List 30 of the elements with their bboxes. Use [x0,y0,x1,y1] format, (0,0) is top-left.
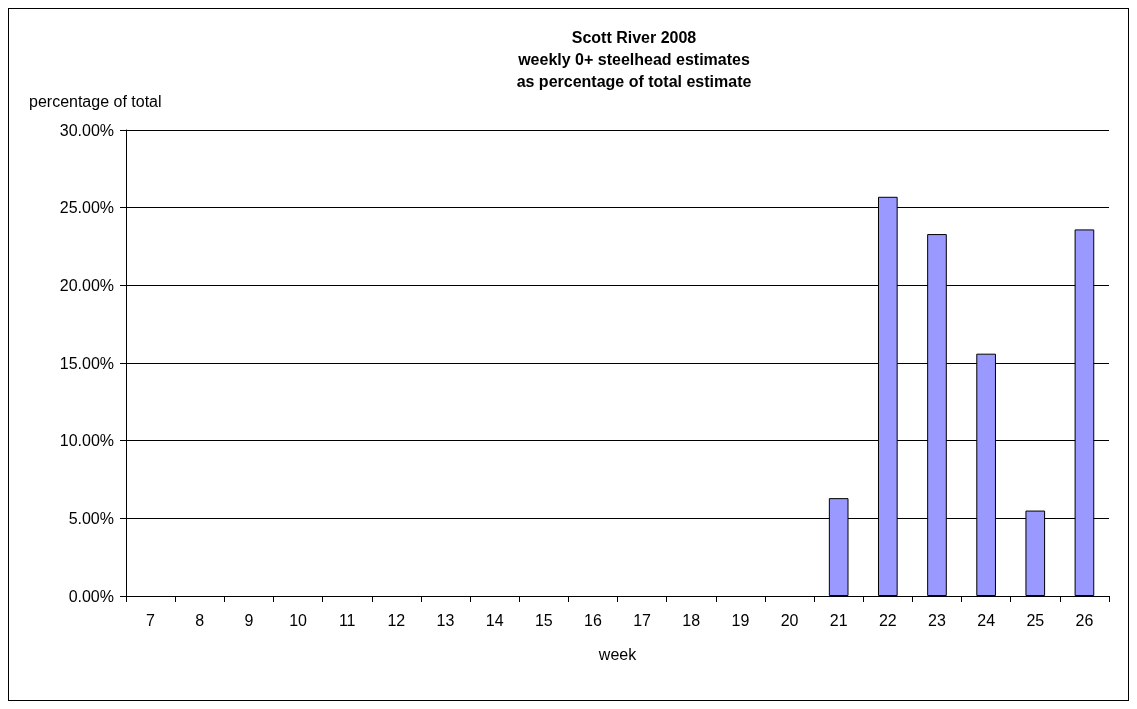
y-tick-label: 5.00% [68,509,114,527]
x-tick-label: 16 [584,611,602,629]
x-tick-label: 19 [731,611,750,629]
y-tick-label: 20.00% [59,276,114,294]
x-tick-label: 11 [338,611,356,629]
x-tick-label: 23 [928,611,946,629]
x-tick-label: 9 [244,611,254,629]
x-tick-label: 10 [289,611,308,629]
y-tick-label: 25.00% [59,199,114,217]
x-tick-label: 25 [1026,611,1045,629]
x-tick-label: 18 [682,611,701,629]
y-tick-label: 30.00% [59,121,114,139]
x-axis-title: week [597,645,638,663]
x-tick-label: 15 [534,611,553,629]
y-axis-title: percentage of total [29,92,162,110]
x-tick-label: 22 [878,611,897,629]
y-tick-label: 15.00% [59,354,114,372]
y-tick-label: 10.00% [59,432,114,450]
x-tick-label: 24 [977,611,996,629]
x-tick-label: 26 [1075,611,1094,629]
x-tick-label: 13 [436,611,455,629]
x-tick-label: 14 [485,611,504,629]
x-tick-label: 12 [387,611,406,629]
x-tick-label: 8 [195,611,205,629]
x-tick-label: 20 [780,611,799,629]
x-tick-label: 21 [829,611,848,629]
chart-title: Scott River 2008 weekly 0+ steelhead estimates as percentage of total estimate [516,28,752,90]
x-tick-label: 17 [633,611,652,629]
y-tick-label: 0.00% [68,587,114,605]
x-tick-label: 7 [146,611,156,629]
